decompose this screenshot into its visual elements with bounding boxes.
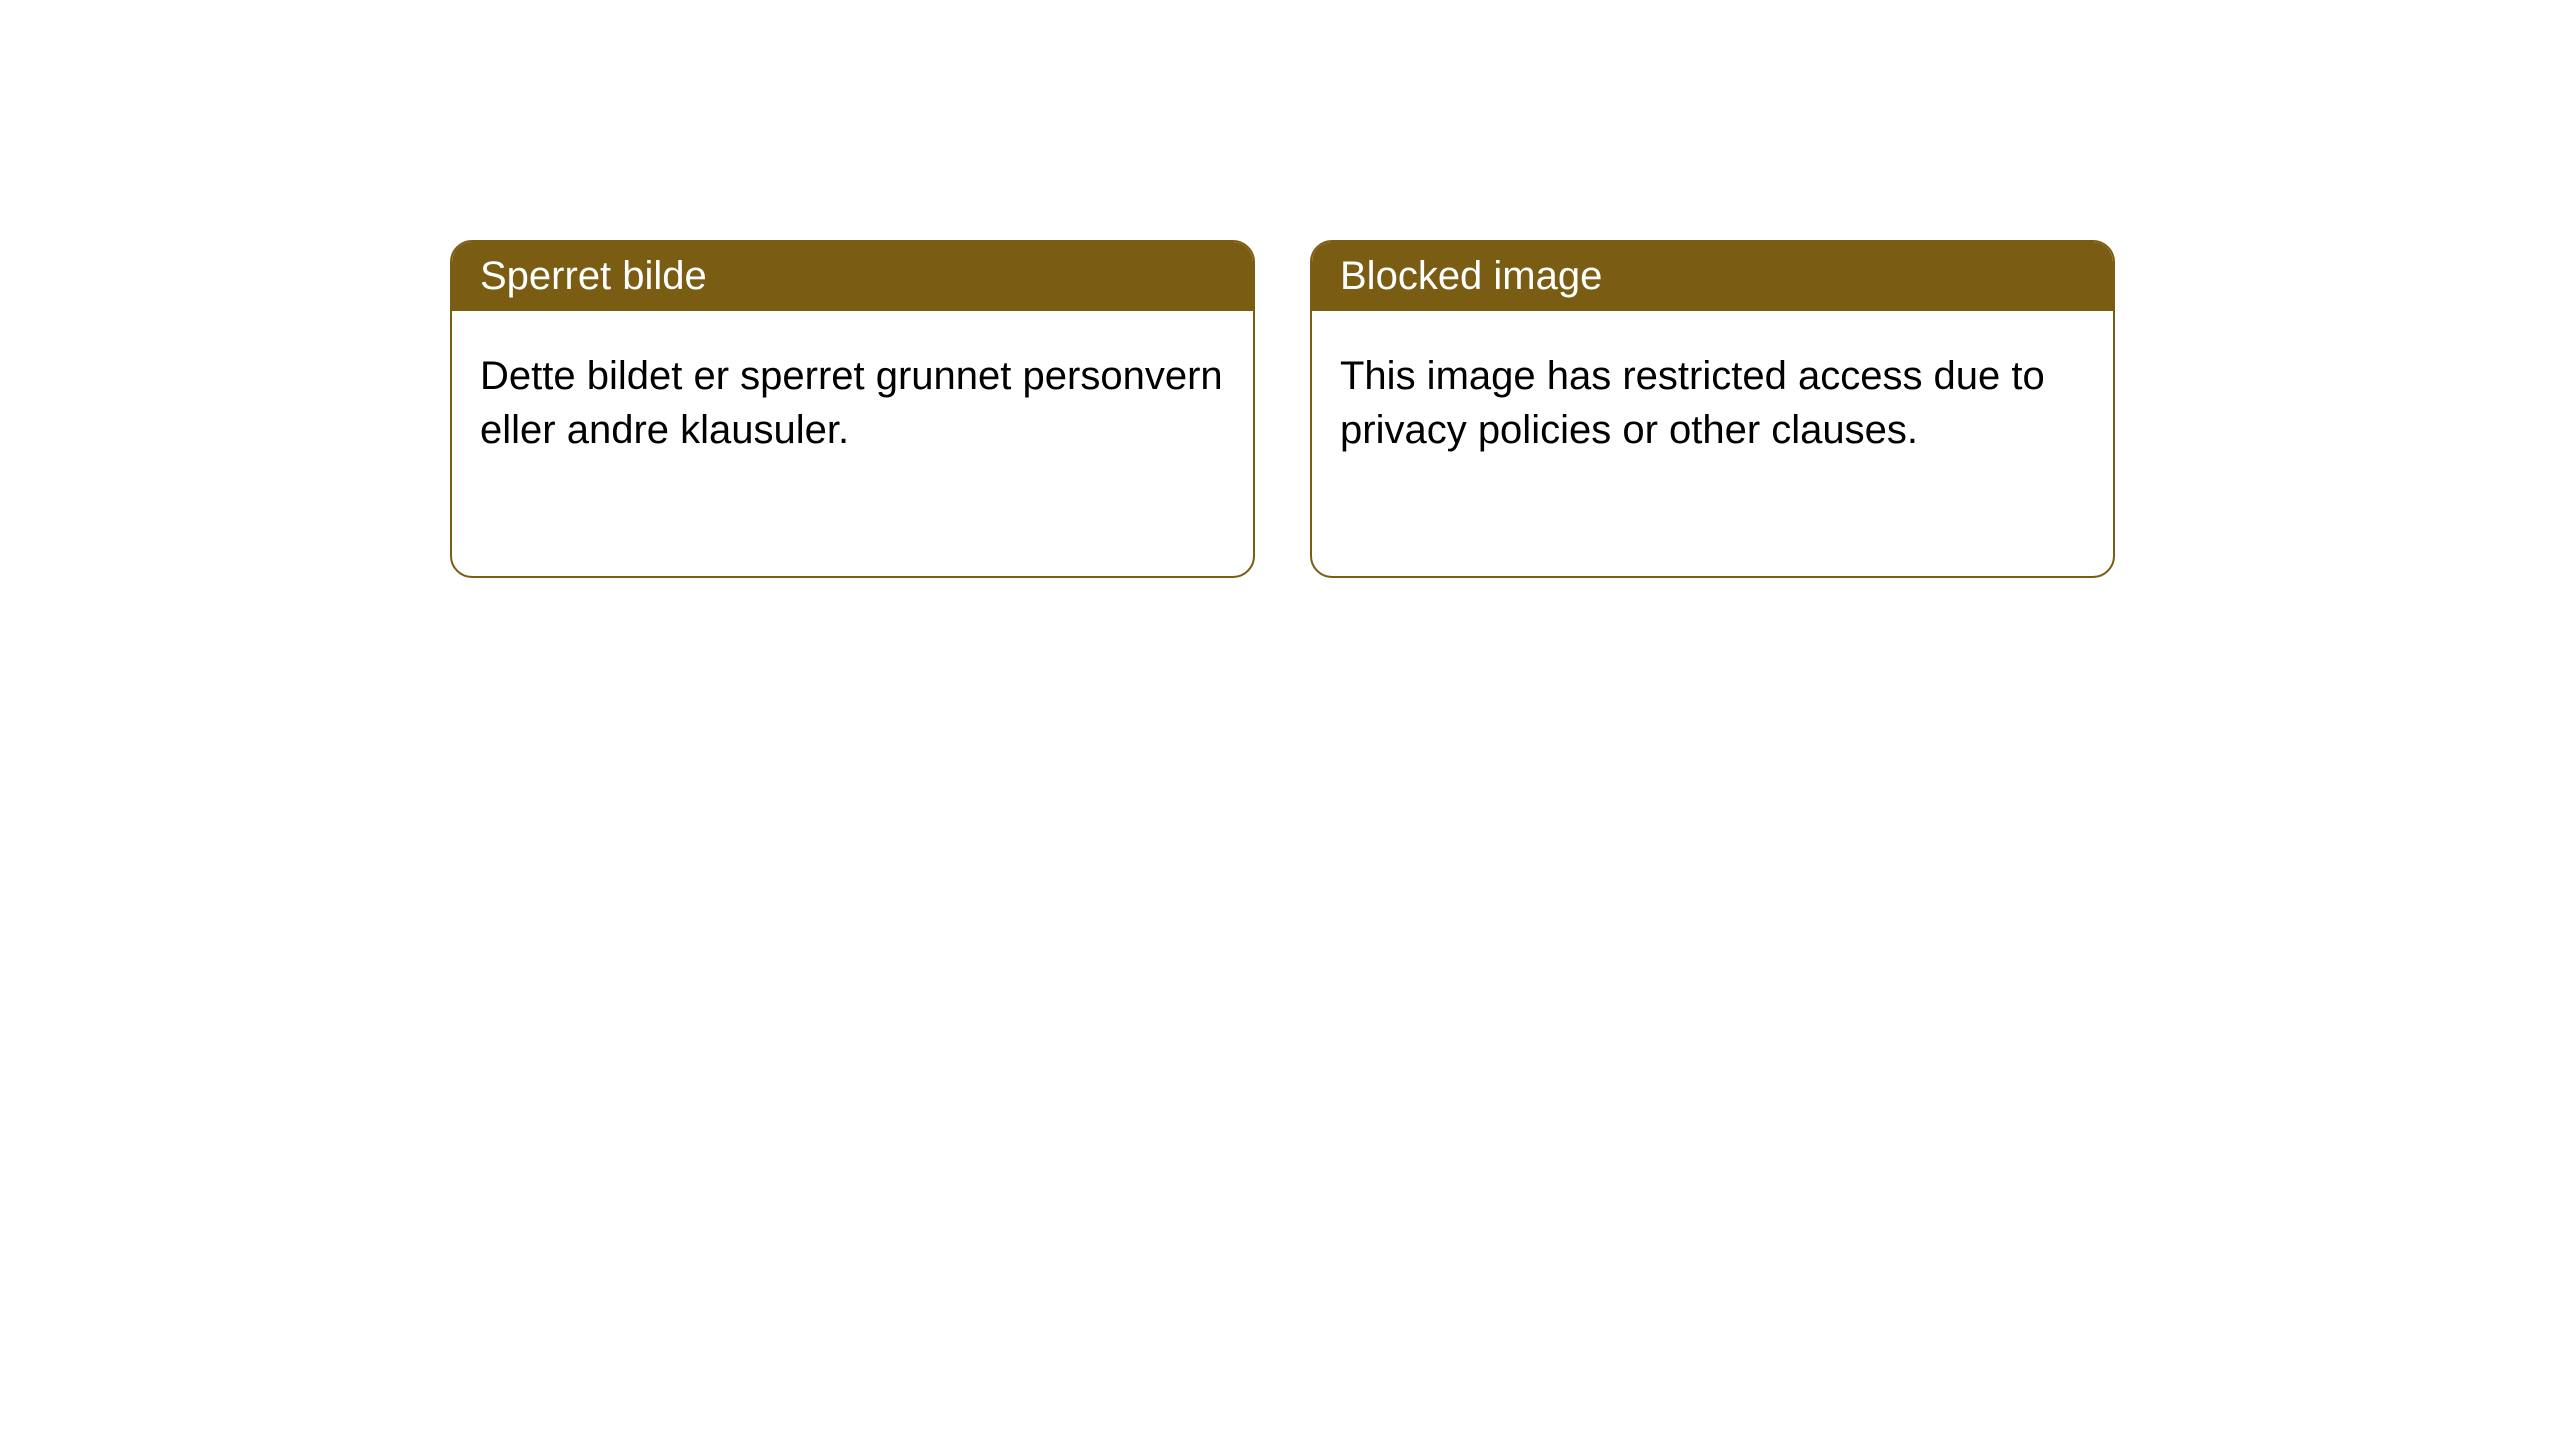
notice-body-english: This image has restricted access due to …	[1312, 311, 2113, 495]
notice-box-english: Blocked image This image has restricted …	[1310, 240, 2115, 578]
notice-body-norwegian: Dette bildet er sperret grunnet personve…	[452, 311, 1253, 495]
notice-body-text: Dette bildet er sperret grunnet personve…	[480, 354, 1223, 452]
notice-header-norwegian: Sperret bilde	[452, 242, 1253, 311]
notice-title: Sperret bilde	[480, 254, 707, 298]
notice-title: Blocked image	[1340, 254, 1602, 298]
notice-container: Sperret bilde Dette bildet er sperret gr…	[450, 240, 2560, 578]
notice-header-english: Blocked image	[1312, 242, 2113, 311]
notice-body-text: This image has restricted access due to …	[1340, 354, 2045, 452]
notice-box-norwegian: Sperret bilde Dette bildet er sperret gr…	[450, 240, 1255, 578]
